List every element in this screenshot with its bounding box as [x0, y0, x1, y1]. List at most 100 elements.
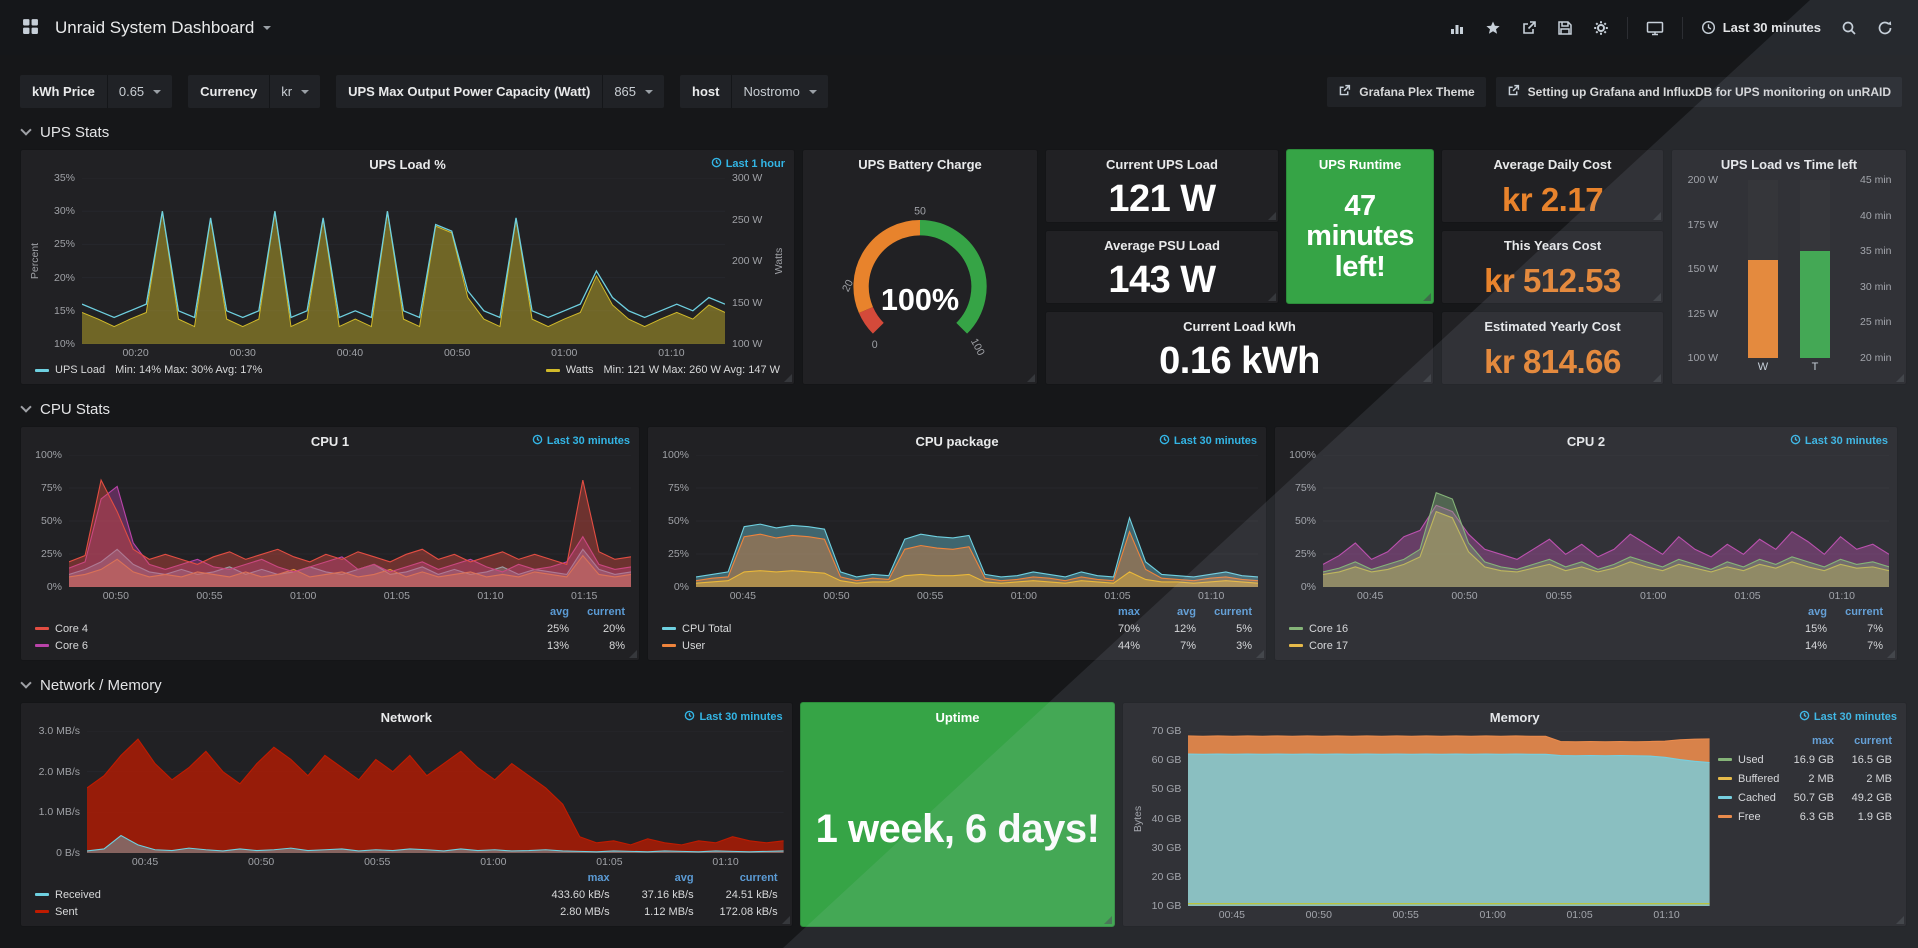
panel-title[interactable]: CPU package — [915, 433, 999, 449]
panel-title[interactable]: UPS Load vs Time left — [1720, 156, 1858, 172]
bar-axis-left: 200 W 175 W 150 W 125 W 100 W — [1680, 174, 1724, 364]
legend-series[interactable]: Sent 2.80 MB/s 1.12 MB/s 172.08 kB/s — [35, 903, 778, 920]
stat-value: kr 512.53 — [1484, 261, 1621, 299]
panel-title[interactable]: CPU 2 — [1566, 433, 1606, 449]
save-button[interactable] — [1548, 12, 1582, 44]
panel-title[interactable]: This Years Cost — [1503, 237, 1602, 253]
time-range-picker[interactable]: Last 30 minutes — [1692, 12, 1830, 43]
panel-title[interactable]: Average Daily Cost — [1493, 156, 1612, 172]
dashboard-title[interactable]: Unraid System Dashboard — [55, 18, 272, 38]
variable-value-dropdown[interactable]: Nostromo — [731, 75, 828, 108]
chart-canvas[interactable] — [1188, 731, 1710, 906]
row-header-ups-stats[interactable]: UPS Stats — [20, 124, 1918, 141]
legend-series[interactable]: Core 4 25% 20% — [35, 620, 625, 637]
panel-title[interactable]: Estimated Yearly Cost — [1484, 318, 1621, 334]
time-range-badge[interactable]: Last 30 minutes — [684, 710, 783, 724]
panel-title[interactable]: UPS Runtime — [1318, 156, 1402, 172]
star-button[interactable] — [1476, 12, 1510, 44]
legend-series[interactable]: Free 6.3 GB 1.9 GB — [1718, 807, 1892, 826]
legend-col-header[interactable]: max — [1811, 734, 1834, 747]
chart-canvas[interactable] — [69, 455, 631, 587]
plot-area[interactable] — [69, 455, 631, 587]
plot-area[interactable] — [1188, 731, 1710, 906]
panel-title[interactable]: Current UPS Load — [1106, 156, 1218, 172]
time-range-badge[interactable]: Last 30 minutes — [1159, 434, 1257, 448]
legend-col-header[interactable]: current — [1854, 734, 1892, 747]
series-color-dash — [662, 644, 676, 647]
row-header-cpu-stats[interactable]: CPU Stats — [20, 401, 1918, 418]
share-button[interactable] — [1512, 12, 1546, 44]
plot-area[interactable] — [1323, 455, 1889, 587]
legend-series[interactable]: CPU Total 70% 12% 5% — [662, 620, 1252, 637]
panel-network: Network Last 30 minutes 3.0 MB/s 2.0 MB/s… — [20, 702, 793, 927]
legend: max avg current Received 433.60 kB/s 37.16 kB… — [29, 869, 784, 922]
clock-icon — [532, 434, 543, 448]
legend-series[interactable]: Core 6 13% 8% — [35, 637, 625, 654]
legend-col-header[interactable]: max — [587, 871, 610, 884]
legend-series[interactable]: Received 433.60 kB/s 37.16 kB/s 24.51 kB/s — [35, 886, 778, 903]
legend-series[interactable]: Used 16.9 GB 16.5 GB — [1718, 750, 1892, 769]
y-axis-label: 100 W — [732, 338, 763, 350]
variable-value-dropdown[interactable]: 0.65 — [106, 75, 173, 108]
panel-title[interactable]: Current Load kWh — [1183, 318, 1296, 334]
tv-mode-button[interactable] — [1637, 12, 1673, 44]
chart-canvas[interactable] — [87, 731, 784, 853]
legend-series[interactable]: Watts Min: 121 W Max: 260 W Avg: 147 W — [545, 364, 780, 376]
time-range-badge[interactable]: Last 1 hour — [711, 157, 785, 171]
chart-canvas[interactable] — [1323, 455, 1889, 587]
y-axis-label: 25% — [53, 238, 75, 251]
legend-col-header[interactable]: avg — [550, 605, 569, 618]
y-axis-label: 10 GB — [1151, 900, 1182, 912]
legend-series[interactable]: Core 17 14% 7% — [1289, 637, 1883, 654]
y-axis-label: 100% — [1289, 449, 1316, 461]
legend-series[interactable]: Core 16 15% 7% — [1289, 620, 1883, 637]
series-color-dash — [1718, 758, 1732, 761]
chart-canvas[interactable] — [696, 455, 1258, 587]
legend-col-header[interactable]: avg — [1808, 605, 1827, 618]
legend-series[interactable]: UPS Load Min: 14% Max: 30% Avg: 17% — [35, 364, 262, 376]
cpu1-chart: 100% 75% 50% 25% 0% 00:50 00:55 01:00 01:05 01:10… — [29, 449, 631, 656]
chart-canvas[interactable] — [82, 178, 725, 344]
legend-series[interactable]: Buffered 2 MB 2 MB — [1718, 769, 1892, 788]
panel-title[interactable]: Network — [380, 709, 432, 725]
plot-area[interactable] — [87, 731, 784, 853]
series-color-dash — [35, 368, 49, 372]
panel-title[interactable]: Average PSU Load — [1104, 237, 1220, 253]
panel-title[interactable]: Memory — [1489, 709, 1540, 725]
legend-col-header[interactable]: current — [587, 605, 625, 618]
time-range-badge[interactable]: Last 30 minutes — [1799, 710, 1897, 724]
apps-menu-button[interactable] — [16, 12, 45, 44]
legend-series-value: 2.80 MB/s — [560, 905, 610, 918]
time-range-badge[interactable]: Last 30 minutes — [532, 434, 630, 448]
legend-series[interactable]: User 44% 7% 3% — [662, 637, 1252, 654]
y-axis-title: Bytes — [1131, 805, 1144, 832]
gear-icon — [1593, 20, 1609, 36]
legend-col-header[interactable]: max — [1117, 605, 1140, 618]
row-header-network-memory[interactable]: Network / Memory — [20, 677, 1918, 694]
legend-col-header[interactable]: current — [739, 871, 778, 884]
panel-title[interactable]: UPS Load % — [369, 156, 446, 172]
plot-area[interactable] — [696, 455, 1258, 587]
plot-area[interactable] — [82, 178, 725, 344]
variable-host: host Nostromo — [680, 75, 828, 108]
legend-series[interactable]: Cached 50.7 GB 49.2 GB — [1718, 788, 1892, 807]
settings-button[interactable] — [1584, 12, 1618, 44]
legend-col-header[interactable]: current — [1845, 605, 1883, 618]
panel-title[interactable]: CPU 1 — [310, 433, 350, 449]
link-ups-monitoring-guide[interactable]: Setting up Grafana and InfluxDB for UPS … — [1495, 76, 1902, 107]
legend-col-header[interactable]: avg — [1177, 605, 1196, 618]
zoom-out-button[interactable] — [1832, 12, 1866, 44]
y-axis-label: 3.0 MB/s — [38, 725, 80, 737]
variable-value-dropdown[interactable]: 865 — [602, 75, 665, 108]
legend-series-value: 20% — [602, 622, 625, 635]
axis-label: 125 W — [1687, 307, 1718, 320]
link-grafana-plex-theme[interactable]: Grafana Plex Theme — [1327, 76, 1486, 107]
legend-col-header[interactable]: current — [1214, 605, 1252, 618]
panel-title[interactable]: UPS Battery Charge — [858, 156, 982, 172]
refresh-button[interactable] — [1868, 12, 1902, 44]
legend-col-header[interactable]: avg — [674, 871, 694, 884]
panel-title[interactable]: Uptime — [935, 709, 980, 725]
time-range-badge[interactable]: Last 30 minutes — [1790, 434, 1888, 448]
variable-value-dropdown[interactable]: kr — [269, 75, 321, 108]
add-panel-button[interactable] — [1440, 12, 1474, 44]
